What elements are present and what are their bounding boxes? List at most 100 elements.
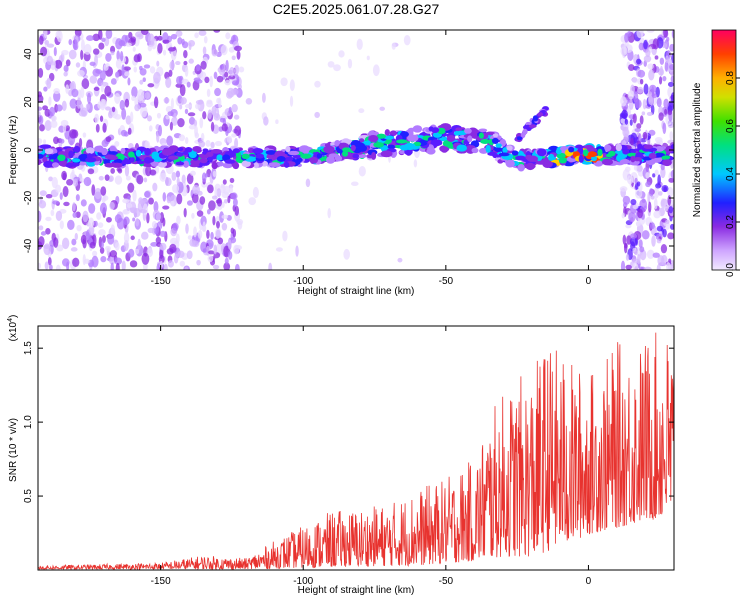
heatmap-cell (171, 171, 177, 181)
heatmap-cell (231, 133, 237, 138)
heatmap-cell (668, 206, 674, 214)
heatmap-cell (176, 215, 181, 225)
heatmap-cell (183, 150, 189, 156)
heatmap-cell (53, 46, 57, 57)
heatmap-cell (194, 103, 201, 110)
heatmap-cell (237, 220, 243, 230)
heatmap-cell (636, 165, 643, 172)
heatmap-cell (96, 212, 102, 220)
heatmap-cell (652, 38, 659, 50)
heatmap-cell (624, 118, 629, 125)
heatmap-cell (60, 119, 69, 127)
heatmap-cell (185, 223, 189, 234)
heatmap-cell (43, 244, 51, 249)
heatmap-cell (643, 266, 652, 270)
heatmap-cell (645, 172, 650, 179)
heatmap-cell (660, 163, 665, 171)
heatmap-cell (47, 257, 52, 266)
heatmap-cell (108, 155, 119, 161)
heatmap-cell (127, 77, 131, 86)
heatmap-cell (634, 99, 642, 109)
snr-panel: -150 -100 -50 0 0.5 1.0 1.5 Height of straigh… (7, 315, 675, 596)
heatmap-cell (98, 175, 104, 181)
heatmap-cell (221, 123, 228, 132)
heatmap-cell (208, 200, 216, 211)
heatmap-cell (623, 42, 627, 55)
heatmap-cell (105, 52, 112, 62)
heatmap-cell (637, 208, 643, 219)
heatmap-cell (131, 86, 138, 98)
heatmap-cell (40, 231, 47, 236)
heatmap-cell (665, 219, 670, 224)
heatmap-cell (648, 201, 652, 213)
heatmap-cell (478, 132, 484, 139)
heatmap-cell (202, 221, 206, 232)
snr-scale-note: (x104) (7, 315, 19, 342)
heatmap-cell (207, 184, 214, 194)
heatmap-cell (61, 100, 67, 112)
heatmap-cell (663, 186, 668, 192)
heatmap-cell (133, 54, 141, 63)
heatmap-cell (121, 64, 125, 76)
heatmap-cell (165, 115, 170, 120)
colorbar-tick-label: 0.8 (725, 71, 736, 85)
heatmap-cell (190, 159, 201, 166)
heatmap-cell (169, 243, 177, 253)
heatmap-cell (61, 170, 68, 181)
heatmap-cell (643, 205, 648, 210)
heatmap-cell (169, 60, 175, 70)
snr-series-line (38, 332, 674, 570)
y-tick-label: 40 (23, 48, 34, 60)
heatmap-cell (137, 238, 141, 251)
heatmap-cell (77, 70, 85, 77)
heatmap-cell (446, 135, 456, 142)
heatmap-cell (263, 116, 269, 126)
heatmap-cell (194, 132, 200, 139)
heatmap-cell (604, 144, 612, 152)
heatmap-cell (624, 32, 629, 43)
heatmap-cell (356, 38, 363, 51)
heatmap-cell (141, 231, 149, 240)
heatmap-cell (314, 80, 321, 88)
heatmap-cell (89, 61, 96, 66)
heatmap-cell (110, 262, 114, 270)
heatmap-cell (631, 258, 640, 264)
heatmap-cell (181, 78, 189, 85)
heatmap-cell (667, 101, 674, 112)
heatmap-cell (646, 111, 653, 116)
heatmap-cell (175, 83, 183, 88)
heatmap-cell (188, 116, 196, 125)
heatmap-cell (101, 197, 106, 203)
heatmap-cell (69, 82, 75, 91)
y-tick-label: 1.0 (23, 415, 34, 429)
heatmap-cell (492, 133, 499, 138)
heatmap-cell (645, 49, 651, 58)
heatmap-cell (371, 151, 377, 160)
heatmap-cell (62, 185, 69, 198)
heatmap-cell (51, 176, 58, 189)
heatmap-cell (72, 178, 79, 187)
heatmap-cell (196, 210, 204, 217)
x-tick-label: 0 (586, 576, 592, 587)
heatmap-cell (289, 79, 295, 92)
heatmap-cell (82, 254, 86, 266)
heatmap-cell (115, 262, 120, 270)
heatmap-cell (48, 155, 58, 160)
heatmap-cell (629, 236, 638, 247)
snr-y-label: SNR (10 * v/v) (8, 418, 19, 482)
heatmap-cell (101, 37, 106, 42)
heatmap-cell (144, 92, 151, 99)
heatmap-cell (485, 145, 491, 153)
heatmap-cell (252, 148, 264, 154)
heatmap-cell (102, 122, 107, 133)
heatmap-cell (114, 175, 123, 185)
heatmap-cell (44, 261, 49, 270)
heatmap-cell (660, 244, 668, 254)
heatmap-cell (45, 216, 52, 222)
heatmap-cell (198, 140, 206, 148)
heatmap-cell (658, 191, 663, 196)
heatmap-cell (664, 108, 668, 115)
heatmap-cell (175, 233, 180, 244)
heatmap-cell (596, 160, 603, 166)
heatmap-cell (364, 140, 371, 146)
